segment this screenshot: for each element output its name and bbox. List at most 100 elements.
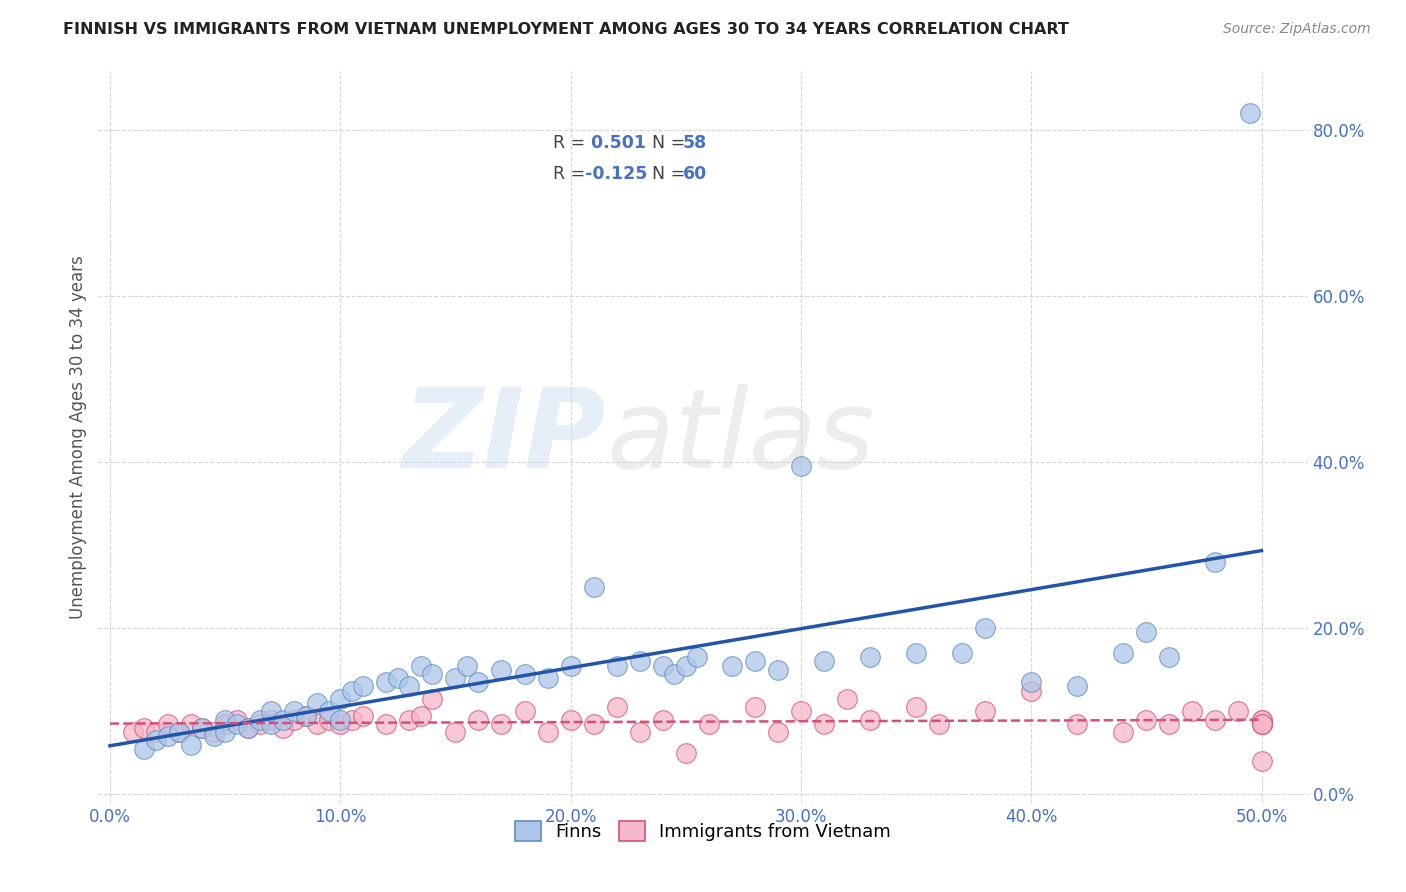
Point [191, 721, 214, 735]
Text: 0.501: 0.501 [585, 134, 645, 152]
Text: 58: 58 [683, 134, 707, 152]
Point [294, 708, 316, 723]
Point [1204, 555, 1226, 569]
Legend: Finns, Immigrants from Vietnam: Finns, Immigrants from Vietnam [508, 814, 898, 848]
Point [813, 655, 835, 669]
Point [651, 658, 673, 673]
Point [974, 705, 997, 719]
Point [560, 658, 582, 673]
Point [214, 716, 236, 731]
Point [697, 716, 720, 731]
Point [1250, 754, 1272, 768]
Point [974, 621, 997, 635]
Point [318, 705, 340, 719]
Point [1135, 713, 1157, 727]
Point [283, 713, 305, 727]
Point [1250, 716, 1272, 731]
Text: -0.125: -0.125 [585, 165, 647, 183]
Point [744, 655, 766, 669]
Point [1250, 716, 1272, 731]
Point [214, 713, 236, 727]
Point [835, 692, 858, 706]
Text: R =: R = [553, 165, 591, 183]
Point [606, 700, 628, 714]
Text: N =: N = [641, 134, 690, 152]
Point [340, 683, 363, 698]
Point [271, 713, 294, 727]
Point [467, 675, 489, 690]
Point [318, 713, 340, 727]
Point [260, 713, 283, 727]
Point [444, 671, 467, 685]
Point [249, 716, 271, 731]
Point [859, 650, 882, 665]
Point [582, 580, 605, 594]
Point [260, 705, 283, 719]
Point [1250, 713, 1272, 727]
Point [271, 721, 294, 735]
Point [156, 716, 179, 731]
Point [513, 705, 536, 719]
Point [1181, 705, 1204, 719]
Point [387, 671, 409, 685]
Text: atlas: atlas [606, 384, 875, 491]
Point [1250, 713, 1272, 727]
Point [444, 725, 467, 739]
Point [950, 646, 973, 660]
Point [180, 738, 202, 752]
Point [491, 663, 513, 677]
Point [628, 725, 651, 739]
Point [905, 700, 928, 714]
Point [560, 713, 582, 727]
Point [340, 713, 363, 727]
Point [905, 646, 928, 660]
Point [859, 713, 882, 727]
Point [260, 716, 283, 731]
Text: 60: 60 [683, 165, 707, 183]
Point [664, 667, 686, 681]
Point [813, 716, 835, 731]
Point [283, 705, 305, 719]
Point [536, 725, 558, 739]
Text: ZIP: ZIP [402, 384, 606, 491]
Point [375, 675, 398, 690]
Point [134, 721, 156, 735]
Point [1135, 625, 1157, 640]
Point [675, 746, 697, 760]
Point [329, 713, 352, 727]
Text: R =: R = [553, 134, 591, 152]
Text: N =: N = [641, 165, 690, 183]
Point [744, 700, 766, 714]
Point [167, 725, 190, 739]
Point [1066, 716, 1088, 731]
Point [766, 725, 789, 739]
Point [651, 713, 673, 727]
Point [145, 725, 167, 739]
Point [606, 658, 628, 673]
Point [422, 667, 444, 681]
Point [145, 733, 167, 747]
Point [307, 716, 329, 731]
Point [790, 459, 813, 474]
Point [329, 692, 352, 706]
Point [398, 713, 420, 727]
Point [686, 650, 709, 665]
Text: Source: ZipAtlas.com: Source: ZipAtlas.com [1223, 22, 1371, 37]
Point [214, 725, 236, 739]
Point [1227, 705, 1250, 719]
Point [513, 667, 536, 681]
Point [202, 725, 225, 739]
Point [1112, 725, 1135, 739]
Point [582, 716, 605, 731]
Y-axis label: Unemployment Among Ages 30 to 34 years: Unemployment Among Ages 30 to 34 years [69, 255, 87, 619]
Point [766, 663, 789, 677]
Point [225, 713, 247, 727]
Point [628, 655, 651, 669]
Point [1159, 650, 1181, 665]
Point [329, 716, 352, 731]
Point [352, 708, 374, 723]
Point [202, 729, 225, 743]
Point [122, 725, 145, 739]
Point [225, 716, 247, 731]
Point [1019, 675, 1042, 690]
